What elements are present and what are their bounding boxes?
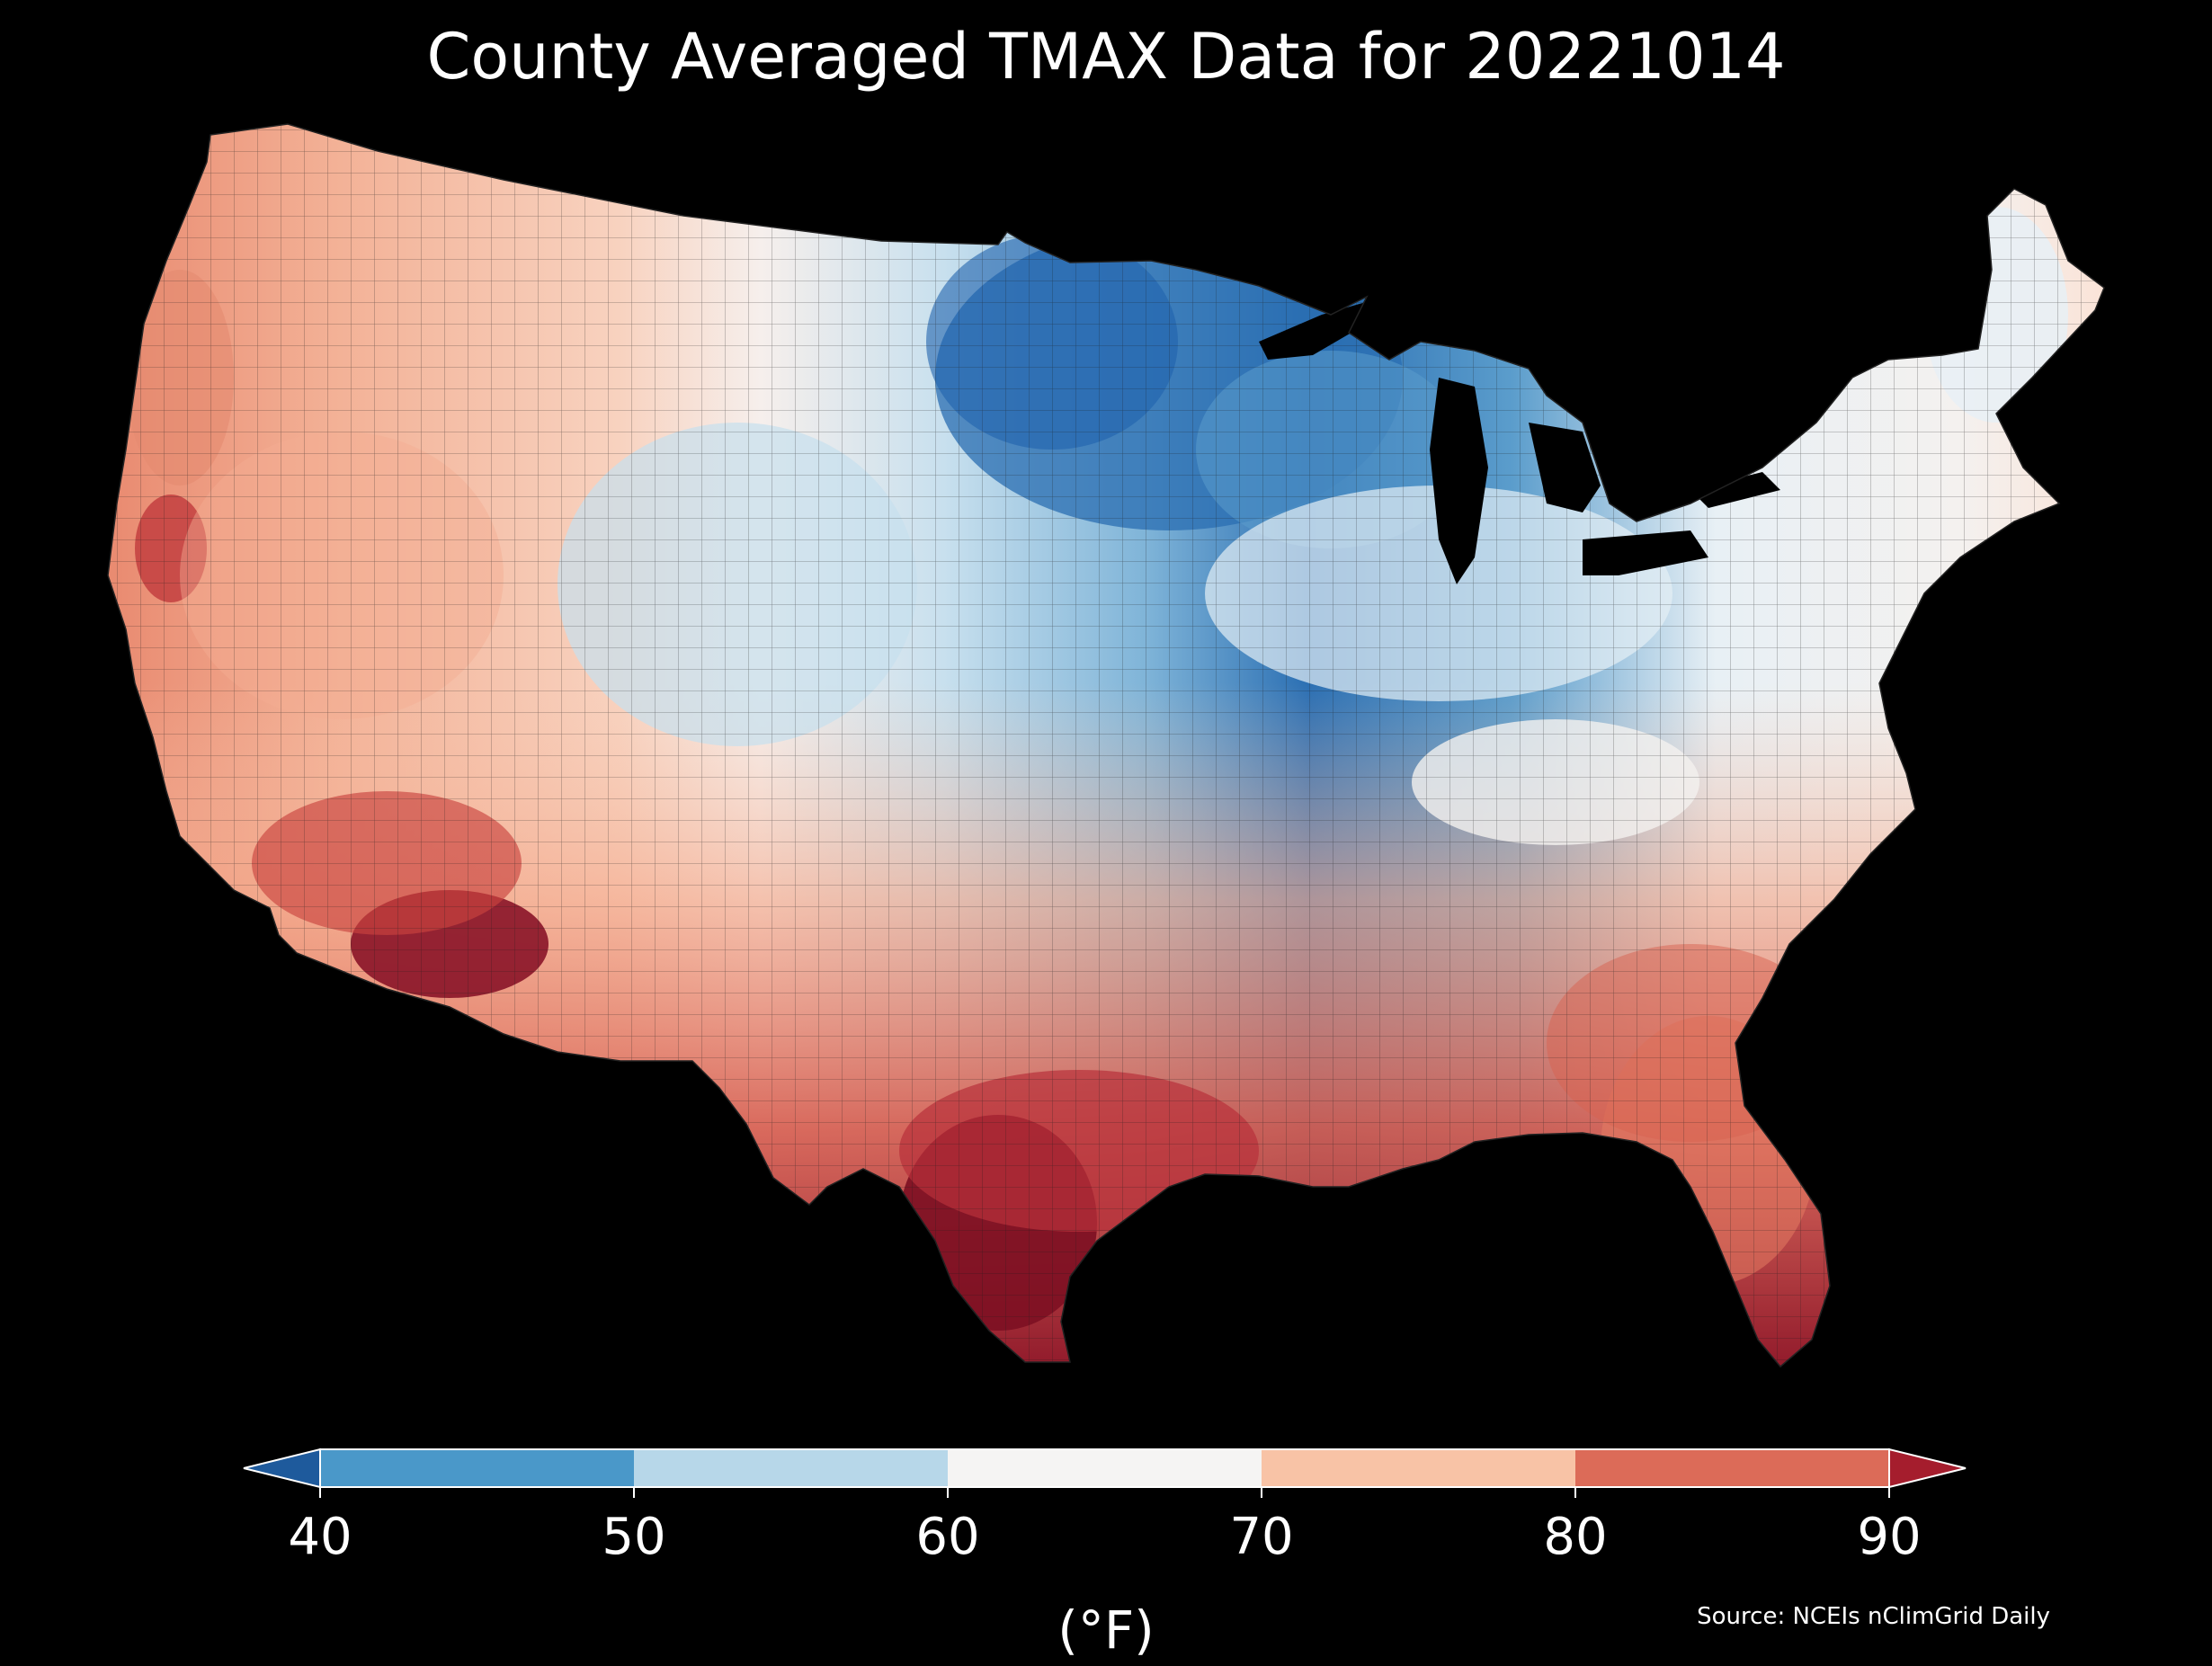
colorbar-segment: [1575, 1449, 1889, 1487]
colorbar: [243, 1448, 1967, 1498]
colorbar-tick-90: 90: [1857, 1508, 1922, 1566]
colorbar-segment: [320, 1449, 634, 1487]
contiguous-us: [108, 124, 2104, 1367]
colorbar-unit-label: (°F): [1057, 1599, 1155, 1661]
colorbar-segment: [948, 1449, 1262, 1487]
source-credit: Source: NCEIs nClimGrid Daily: [1697, 1603, 2050, 1630]
colorbar-tick-50: 50: [602, 1508, 666, 1566]
page-title: County Averaged TMAX Data for 20221014: [426, 20, 1786, 94]
colorbar-frame: [319, 1448, 1890, 1488]
colorbar-extend-high: [1888, 1448, 1967, 1489]
colorbar-segment: [634, 1449, 948, 1487]
colorbar-tick-40: 40: [288, 1508, 352, 1566]
colorbar-segment: [1262, 1449, 1575, 1487]
colorbar-extend-low: [243, 1448, 321, 1489]
colorbar-tick-70: 70: [1229, 1508, 1294, 1566]
colorbar-tick-80: 80: [1543, 1508, 1608, 1566]
colorbar-tick-60: 60: [915, 1508, 980, 1566]
great-lakes: [1259, 297, 1780, 584]
